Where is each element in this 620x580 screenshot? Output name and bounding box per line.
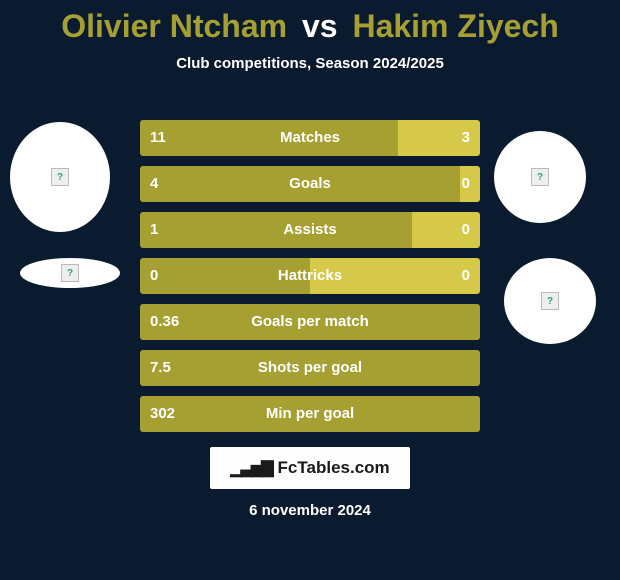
stat-label: Goals per match <box>140 304 480 340</box>
image-placeholder-icon: ? <box>541 292 559 310</box>
stat-label: Min per goal <box>140 396 480 432</box>
footer-date: 6 november 2024 <box>0 502 620 519</box>
logo-text: FcTables.com <box>278 458 390 478</box>
stat-label: Hattricks <box>140 258 480 294</box>
stat-row: 0.36Goals per match <box>140 304 480 340</box>
stats-chart: 113Matches 40Goals 10Assists 00Hattricks 0.3… <box>140 120 480 442</box>
vs-label: vs <box>302 8 338 44</box>
avatar-left-club: ? <box>20 258 120 288</box>
image-placeholder-icon: ? <box>531 168 549 186</box>
bar-chart-icon: ▁▃▅▇ <box>230 458 271 478</box>
stat-label: Assists <box>140 212 480 248</box>
avatar-right-player: ? <box>494 131 586 223</box>
subtitle: Club competitions, Season 2024/2025 <box>0 55 620 72</box>
player1-name: Olivier Ntcham <box>61 8 287 44</box>
stat-label: Matches <box>140 120 480 156</box>
stat-row: 7.5Shots per goal <box>140 350 480 386</box>
stat-row: 10Assists <box>140 212 480 248</box>
comparison-title: Olivier Ntcham vs Hakim Ziyech <box>0 0 620 45</box>
fctables-logo: ▁▃▅▇ FcTables.com <box>210 447 410 489</box>
stat-row: 302Min per goal <box>140 396 480 432</box>
image-placeholder-icon: ? <box>61 264 79 282</box>
stat-label: Shots per goal <box>140 350 480 386</box>
stat-label: Goals <box>140 166 480 202</box>
avatar-right-club: ? <box>504 258 596 344</box>
image-placeholder-icon: ? <box>51 168 69 186</box>
avatar-left-player: ? <box>10 122 110 232</box>
stat-row: 00Hattricks <box>140 258 480 294</box>
player2-name: Hakim Ziyech <box>352 8 558 44</box>
stat-row: 113Matches <box>140 120 480 156</box>
stat-row: 40Goals <box>140 166 480 202</box>
